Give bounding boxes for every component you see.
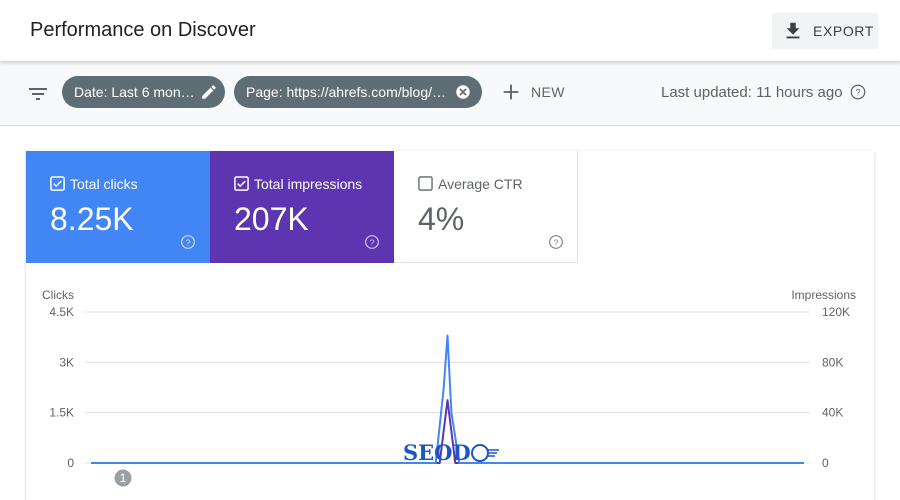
date-filter-label: Date: Last 6 months (74, 84, 196, 100)
filter-bar: Date: Last 6 months Page: https://ahrefs… (0, 62, 900, 126)
page-title: Performance on Discover (30, 19, 256, 41)
watermark-text: SEOD (403, 440, 471, 465)
date-filter-chip[interactable]: Date: Last 6 months (62, 76, 225, 108)
metric-value: 207K (234, 201, 309, 237)
svg-text:?: ? (186, 237, 191, 247)
checkbox-checked-icon[interactable] (234, 176, 249, 191)
help-icon[interactable]: ? (849, 83, 867, 101)
metric-label: Total impressions (254, 176, 363, 192)
help-icon[interactable]: ? (180, 234, 196, 250)
metric-value: 8.25K (50, 201, 134, 237)
watermark-logo: SEOD (403, 440, 501, 465)
metric-value: 4% (418, 201, 465, 237)
new-filter-button[interactable]: NEW (500, 80, 565, 104)
metric-label: Average CTR (438, 176, 523, 192)
export-label: EXPORT (813, 23, 874, 39)
export-button[interactable]: EXPORT (772, 13, 878, 49)
metric-label: Total clicks (70, 176, 138, 192)
metric-total-impressions[interactable]: Total impressions 207K ? (210, 151, 394, 263)
svg-text:?: ? (855, 87, 860, 97)
svg-text:?: ? (554, 237, 559, 247)
filter-icon[interactable] (26, 82, 50, 106)
watermark-mark (470, 443, 499, 462)
page-filter-label: Page: https://ahrefs.com/blog/h… (246, 84, 450, 100)
checkbox-unchecked-icon[interactable] (418, 176, 433, 191)
close-circle-icon[interactable] (454, 83, 472, 101)
checkbox-checked-icon[interactable] (50, 176, 65, 191)
last-updated: Last updated: 11 hours ago ? (661, 83, 867, 101)
page-filter-chip[interactable]: Page: https://ahrefs.com/blog/h… (234, 76, 482, 108)
help-icon[interactable]: ? (364, 234, 380, 250)
page-header: Performance on Discover EXPORT (0, 0, 900, 62)
plus-icon (503, 84, 519, 100)
svg-text:?: ? (370, 237, 375, 247)
new-filter-label: NEW (531, 84, 565, 100)
metric-average-ctr[interactable]: Average CTR 4% ? (394, 151, 578, 263)
download-icon (786, 22, 800, 39)
help-icon[interactable]: ? (548, 234, 564, 250)
pencil-icon[interactable] (200, 83, 218, 101)
metric-total-clicks[interactable]: Total clicks 8.25K ? (26, 151, 210, 263)
last-updated-text: Last updated: 11 hours ago (661, 83, 843, 101)
